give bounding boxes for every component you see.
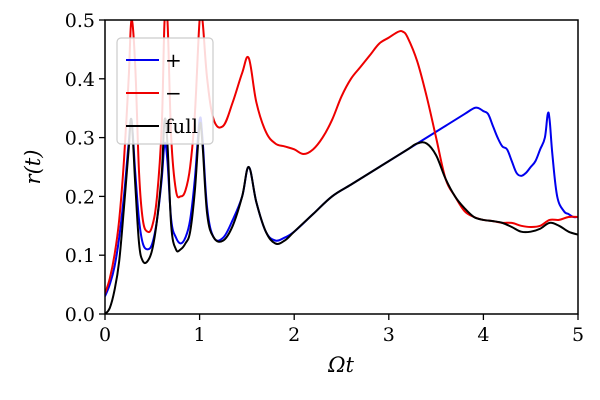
x-tick-label: 5 xyxy=(572,324,584,346)
y-tick-label: 0.0 xyxy=(65,304,95,326)
legend-label-full: full xyxy=(165,114,198,138)
y-tick-label: 0.1 xyxy=(65,245,95,267)
series-line-full xyxy=(105,117,578,314)
legend: + − full xyxy=(116,37,214,145)
x-tick-label: 2 xyxy=(288,324,300,346)
y-axis-label: r(t) xyxy=(21,150,45,185)
ticks-layer: 0 1 2 3 4 5 0.0 0.1 0.2 0.3 0.4 0.5 xyxy=(65,10,584,346)
legend-box xyxy=(116,37,214,145)
y-tick-label: 0.5 xyxy=(65,10,95,32)
y-tick-label: 0.4 xyxy=(65,69,95,91)
legend-label-minus: − xyxy=(165,81,182,105)
legend-label-plus: + xyxy=(165,48,182,72)
x-tick-label: 1 xyxy=(194,324,206,346)
x-axis-label: Ωt xyxy=(327,353,354,377)
y-tick-label: 0.2 xyxy=(65,186,95,208)
x-tick-label: 0 xyxy=(99,324,111,346)
y-tick-label: 0.3 xyxy=(65,128,95,150)
x-tick-label: 3 xyxy=(383,324,395,346)
series-layer xyxy=(105,20,578,314)
x-tick-label: 4 xyxy=(477,324,489,346)
plot-frame xyxy=(104,19,579,315)
